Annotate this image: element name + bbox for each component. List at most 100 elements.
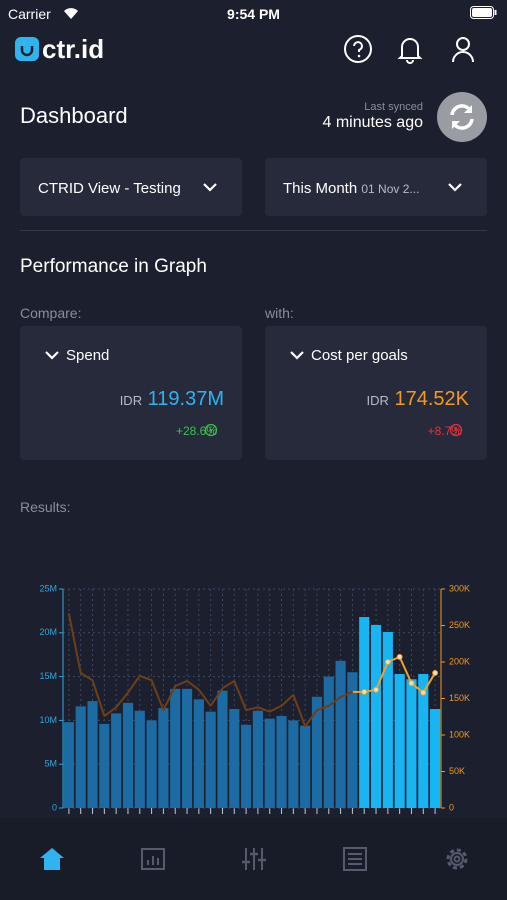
section-title: Performance in Graph (20, 256, 207, 277)
results-label: Results: (20, 499, 71, 515)
line-segment (127, 675, 141, 694)
line-point (233, 680, 236, 682)
with-label: with: (265, 305, 294, 321)
bar (205, 711, 216, 808)
line-segment (398, 656, 413, 684)
y-tick-label: 15M (39, 671, 57, 681)
with-value: IDR 174.52K (367, 388, 469, 411)
line-point (361, 689, 368, 695)
bar (359, 617, 370, 808)
line-segment (233, 680, 248, 711)
y2-tick-label: 0 (449, 802, 454, 812)
y2-tick-label: 300K (449, 583, 470, 593)
line-segment (67, 613, 82, 674)
bar (276, 716, 287, 808)
line-segment (198, 689, 212, 707)
line-point (91, 679, 94, 682)
line-point (103, 715, 106, 717)
view-filter-text: CTRID View - Testing (38, 180, 181, 197)
line-segment (221, 680, 235, 690)
line-segment (245, 706, 259, 712)
y2-tick-label: 50K (449, 766, 465, 776)
bar (170, 688, 181, 808)
profile-button[interactable] (449, 34, 477, 64)
line-segment (316, 704, 330, 712)
bar (63, 722, 74, 808)
line-segment (304, 709, 318, 727)
bar (99, 723, 110, 808)
bar (430, 709, 441, 808)
line-segment (162, 685, 177, 711)
line-segment (257, 706, 271, 713)
bar (241, 724, 252, 808)
line-segment (139, 674, 152, 682)
bar (229, 709, 240, 808)
nav-reports[interactable] (140, 846, 166, 872)
line-point (174, 685, 177, 687)
nav-settings[interactable] (443, 845, 471, 873)
line-segment (328, 696, 342, 707)
y2-tick-label: 250K (449, 620, 470, 630)
line-point (351, 691, 354, 693)
line-point (198, 688, 200, 691)
bar (406, 679, 417, 808)
sync-button[interactable] (436, 91, 488, 143)
info-icon[interactable] (204, 423, 218, 437)
bar (134, 710, 145, 808)
line-point (327, 705, 330, 707)
chart: 0 5M 10M 15M 20M 25M 0 50K 100K 150K 200K 250K 300K (39, 583, 470, 814)
bar (111, 713, 122, 808)
period-filter-text: This Month 01 Nov 2... (283, 180, 419, 197)
bar (158, 708, 169, 808)
compare-card[interactable] (20, 326, 242, 460)
line-segment (422, 672, 436, 694)
line-point (339, 696, 342, 698)
line-point (292, 694, 295, 696)
nav-adjust[interactable] (240, 846, 268, 872)
chevron (448, 183, 462, 192)
bar (288, 720, 299, 808)
bar (217, 690, 228, 808)
bar (311, 696, 323, 808)
y-tick-label: 20M (39, 627, 57, 637)
line-point (316, 709, 318, 711)
period-filter[interactable] (265, 158, 487, 216)
line-segment (269, 704, 282, 713)
currency: IDR (119, 393, 143, 408)
bottom-nav (0, 818, 507, 900)
nav-home[interactable] (38, 846, 66, 872)
nav-news[interactable] (342, 846, 368, 872)
bar (193, 699, 204, 808)
compare-metric: Spend (66, 347, 110, 364)
y-tick-label: 25M (39, 583, 57, 593)
period: This Month (283, 180, 358, 197)
line-point (268, 710, 271, 713)
y-tick-label: 10M (39, 715, 57, 725)
chevron (45, 351, 59, 360)
y2-tick-label: 100K (449, 729, 470, 739)
view-filter[interactable] (20, 158, 242, 216)
wifi-icon (64, 8, 78, 19)
line-point (408, 680, 415, 687)
line-segment (209, 687, 224, 707)
y-tick-label: 5M (44, 759, 57, 769)
line-segment (186, 680, 200, 691)
with-card[interactable] (265, 326, 487, 460)
line-segment (91, 679, 106, 717)
bar (75, 706, 86, 808)
help-button[interactable] (343, 34, 373, 64)
line-segment (280, 694, 295, 707)
bar (264, 718, 275, 808)
compare-value: IDR 119.37M (120, 388, 224, 411)
line-point (432, 670, 438, 676)
notifications-button[interactable] (396, 34, 424, 64)
line-point (186, 680, 188, 682)
bar (252, 710, 263, 808)
info-icon[interactable] (449, 423, 463, 437)
line-point (384, 659, 391, 665)
line-point (257, 706, 259, 709)
with-metric: Cost per goals (311, 347, 408, 364)
line-segment (292, 694, 307, 727)
line-point (209, 705, 212, 707)
